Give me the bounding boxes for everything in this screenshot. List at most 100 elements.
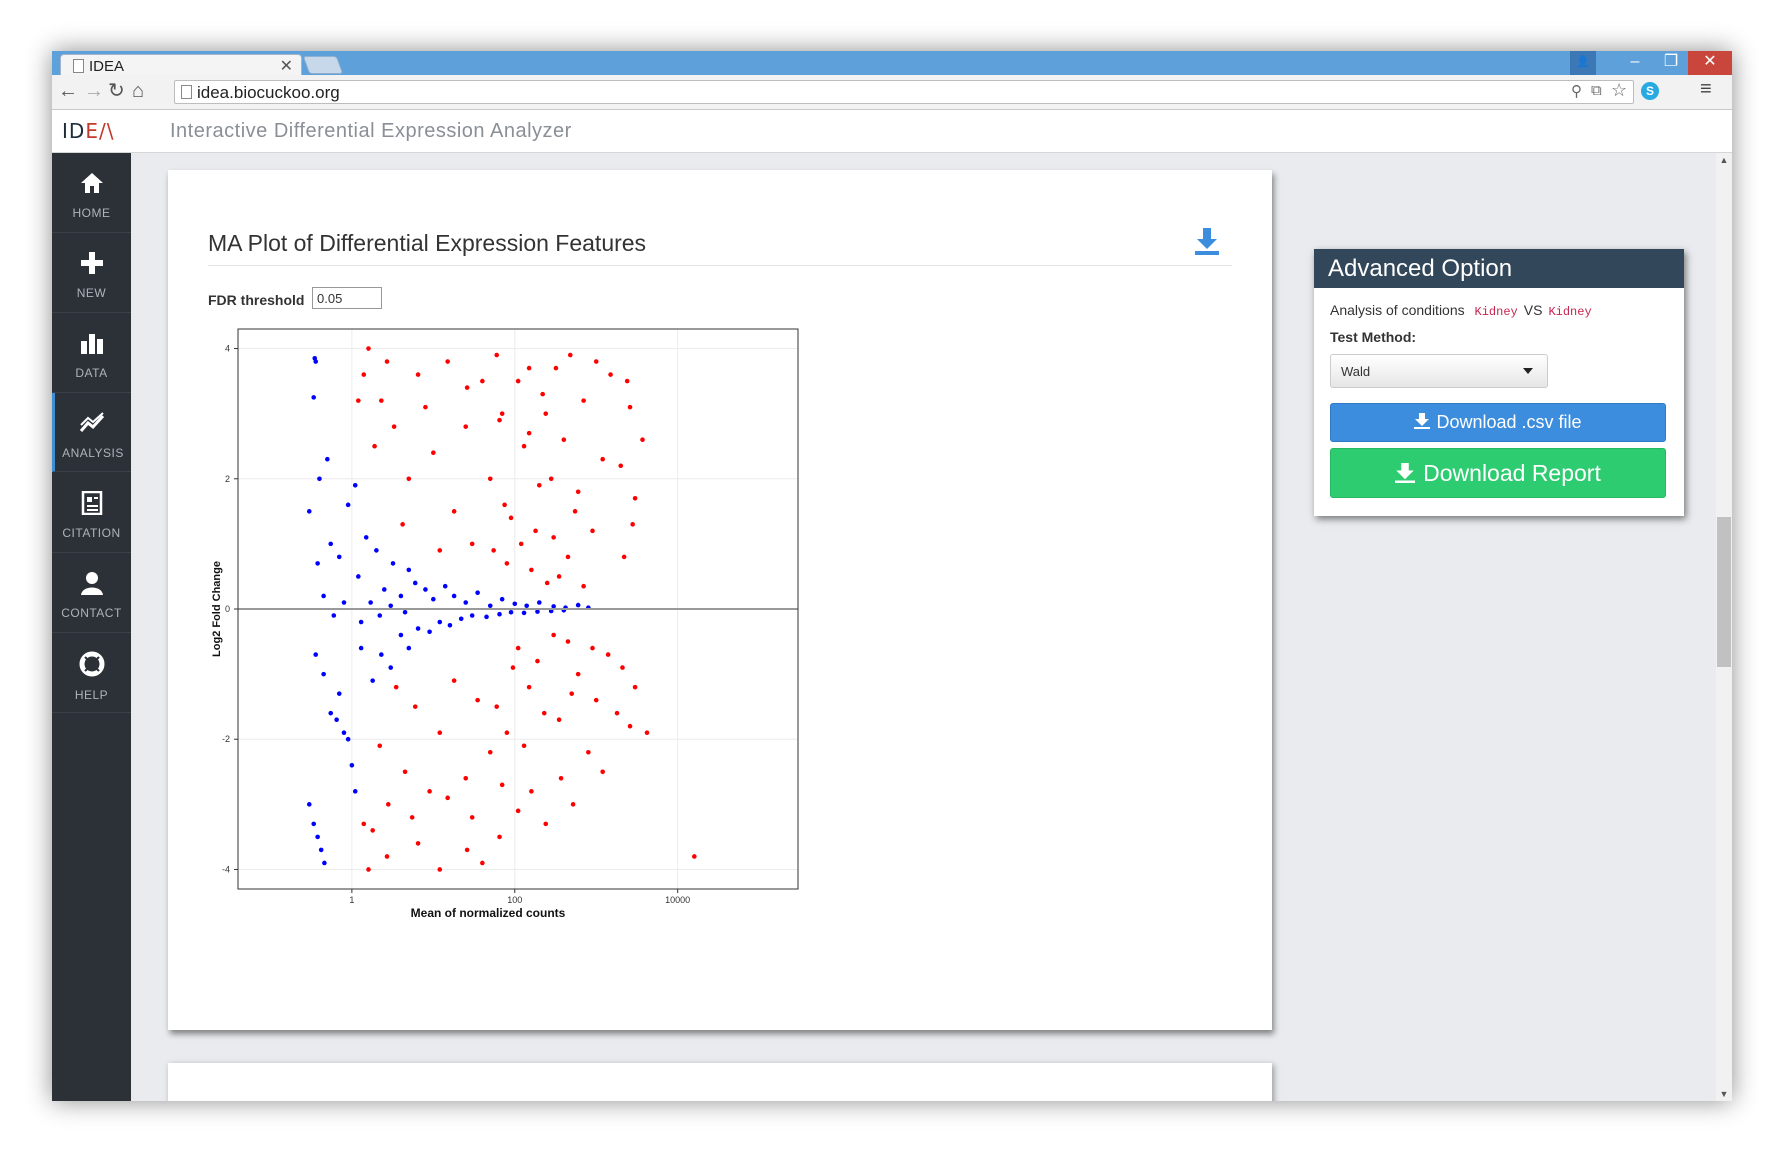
nonsignificant-point	[551, 604, 556, 609]
significant-point	[497, 417, 502, 423]
browser-tab[interactable]: IDEA ✕	[60, 54, 302, 76]
significant-point	[590, 528, 595, 534]
page-scrollbar[interactable]: ▲ ▼	[1716, 153, 1732, 1101]
significant-point	[572, 509, 578, 514]
nonsignificant-point	[313, 359, 319, 364]
nonsignificant-point	[415, 626, 421, 631]
significant-point	[508, 515, 514, 521]
zoom-icon[interactable]: ⚲	[1571, 83, 1582, 100]
forward-button[interactable]: →	[84, 80, 104, 102]
nonsignificant-point	[345, 736, 351, 742]
fdr-threshold-input[interactable]	[312, 287, 382, 309]
skype-icon[interactable]: S	[1641, 82, 1659, 100]
reload-button[interactable]: ↻	[108, 80, 125, 102]
significant-point	[632, 684, 638, 690]
tab-close-icon[interactable]: ✕	[279, 58, 293, 75]
scroll-up-icon[interactable]: ▲	[1719, 155, 1729, 165]
significant-point	[593, 359, 599, 364]
scroll-down-icon[interactable]: ▼	[1719, 1089, 1729, 1099]
nonsignificant-point	[328, 541, 334, 547]
y-axis-label: Log2 Fold Change	[211, 561, 223, 657]
download-report-button[interactable]: Download Report	[1330, 448, 1666, 498]
nonsignificant-point	[423, 587, 428, 592]
nonsignificant-point	[356, 574, 361, 579]
significant-point	[621, 554, 627, 560]
significant-point	[487, 476, 493, 482]
download-csv-button[interactable]: Download .csv file	[1330, 403, 1666, 442]
new-tab-button[interactable]	[302, 56, 344, 74]
close-window-button[interactable]: ✕	[1688, 51, 1732, 75]
minimize-button[interactable]: –	[1630, 53, 1640, 70]
significant-point	[464, 847, 470, 853]
download-plot-icon[interactable]	[1194, 226, 1220, 256]
significant-point	[567, 352, 573, 358]
sidebar-item-contact[interactable]: CONTACT	[52, 553, 131, 633]
sidebar-item-analysis[interactable]: ANALYSIS	[52, 393, 131, 472]
significant-point	[540, 391, 545, 397]
significant-point	[451, 678, 457, 683]
nonsignificant-point	[336, 691, 342, 696]
address-bar[interactable]: idea.biocuckoo.org ⚲ ⧉ ☆	[174, 80, 1634, 104]
nonsignificant-point	[487, 603, 493, 609]
nonsignificant-point	[358, 619, 364, 625]
idea-logo[interactable]: IDE/\	[62, 119, 115, 143]
significant-point	[521, 443, 527, 449]
nonsignificant-point	[412, 580, 418, 586]
next-section-card	[168, 1063, 1272, 1101]
significant-point	[480, 860, 485, 866]
profile-icon[interactable]: 👤	[1570, 51, 1596, 75]
significant-point	[384, 854, 390, 859]
significant-point	[385, 802, 391, 807]
significant-point	[536, 482, 542, 488]
y-tick-label: 4	[225, 344, 230, 354]
translate-icon[interactable]: ⧉	[1591, 82, 1602, 99]
home-icon	[52, 171, 131, 200]
significant-point	[356, 398, 361, 403]
browser-window: IDEA ✕ 👤 – ❐ ✕ ← → ↻ ⌂ idea.biocuckoo.or…	[52, 51, 1732, 1101]
nonsignificant-point	[442, 583, 448, 589]
significant-point	[543, 821, 549, 827]
back-button[interactable]: ←	[58, 80, 78, 102]
significant-point	[504, 561, 510, 566]
scroll-thumb[interactable]	[1717, 517, 1731, 667]
nonsignificant-point	[352, 789, 358, 794]
significant-point	[518, 541, 524, 547]
significant-point	[502, 502, 507, 508]
sidebar-item-home[interactable]: HOME	[52, 153, 131, 233]
significant-point	[526, 365, 532, 371]
line-chart-icon	[55, 411, 131, 440]
sidebar-item-help[interactable]: HELP	[52, 633, 131, 713]
caret-down-icon	[1523, 368, 1533, 374]
test-method-select[interactable]: Wald	[1330, 354, 1548, 388]
nonsignificant-point	[497, 611, 502, 617]
significant-point	[581, 398, 586, 403]
significant-point	[526, 430, 532, 436]
significant-point	[366, 346, 371, 351]
significant-point	[548, 476, 554, 482]
browser-toolbar: ← → ↻ ⌂ idea.biocuckoo.org ⚲ ⧉ ☆ S ≡	[52, 75, 1732, 110]
nonsignificant-point	[322, 860, 327, 866]
fdr-threshold-label: FDR threshold	[208, 292, 305, 308]
significant-point	[497, 834, 502, 840]
nonsignificant-point	[475, 590, 480, 596]
nonsignificant-point	[458, 616, 464, 622]
conditions-text: Analysis of conditions Kidney VS Kidney	[1330, 302, 1592, 319]
significant-point	[412, 704, 418, 709]
sidebar-item-new[interactable]: NEW	[52, 233, 131, 313]
significant-point	[544, 580, 550, 586]
significant-point	[393, 684, 399, 690]
home-button[interactable]: ⌂	[132, 80, 145, 102]
sidebar-item-citation[interactable]: CITATION	[52, 473, 131, 553]
download-icon	[1414, 413, 1431, 429]
bookmark-star-icon[interactable]: ☆	[1611, 80, 1628, 100]
url-text[interactable]: idea.biocuckoo.org	[197, 83, 340, 102]
significant-point	[366, 867, 371, 872]
significant-point	[504, 730, 510, 736]
sidebar-item-data[interactable]: DATA	[52, 313, 131, 393]
maximize-button[interactable]: ❐	[1663, 53, 1679, 70]
advanced-option-panel: Advanced Option Analysis of conditions K…	[1314, 249, 1684, 516]
significant-point	[494, 352, 500, 358]
significant-point	[463, 776, 469, 781]
nonsignificant-point	[341, 600, 347, 605]
browser-menu-icon[interactable]: ≡	[1700, 78, 1712, 100]
